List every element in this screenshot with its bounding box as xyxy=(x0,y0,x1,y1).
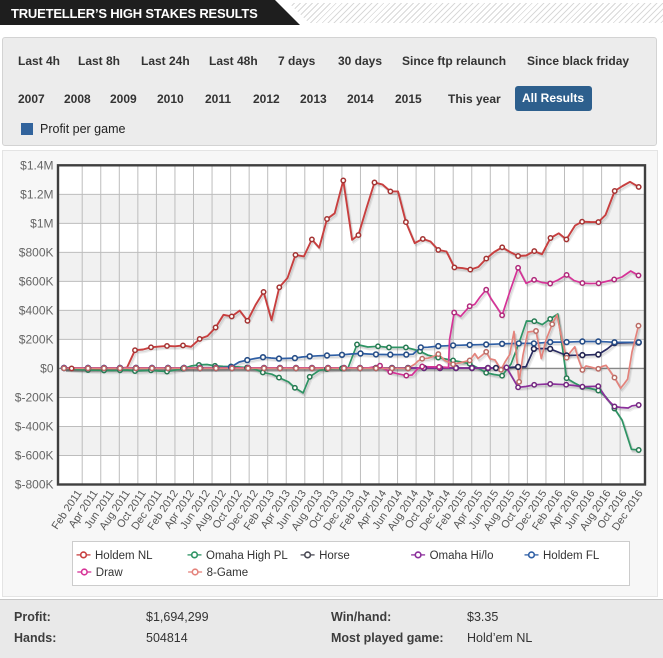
svg-text:$-800K: $-800K xyxy=(15,478,54,492)
svg-text:Horse: Horse xyxy=(319,550,350,562)
svg-text:$1M: $1M xyxy=(30,216,53,230)
svg-text:Holdem NL: Holdem NL xyxy=(95,550,153,562)
svg-text:$800K: $800K xyxy=(19,245,54,259)
svg-text:Draw: Draw xyxy=(96,567,124,579)
svg-text:$200K: $200K xyxy=(19,332,54,346)
svg-text:$1.2M: $1.2M xyxy=(20,187,53,201)
svg-text:$600K: $600K xyxy=(19,274,54,288)
svg-text:Omaha Hi/lo: Omaha Hi/lo xyxy=(430,550,494,562)
svg-text:$1.4M: $1.4M xyxy=(20,158,53,172)
svg-text:$0: $0 xyxy=(40,361,54,375)
svg-text:Omaha High PL: Omaha High PL xyxy=(206,550,288,562)
svg-text:$-400K: $-400K xyxy=(15,420,54,434)
svg-text:Holdem FL: Holdem FL xyxy=(543,550,600,562)
svg-text:$-600K: $-600K xyxy=(15,449,54,463)
svg-text:$-200K: $-200K xyxy=(15,390,54,404)
svg-text:8-Game: 8-Game xyxy=(207,567,249,579)
svg-text:$400K: $400K xyxy=(19,303,54,317)
